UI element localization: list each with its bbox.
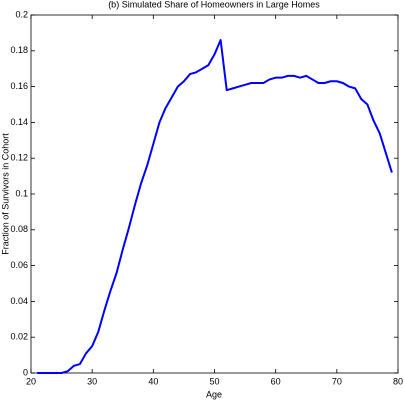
y-tick-label: 0.14 (10, 117, 28, 127)
y-tick-label: 0.1 (15, 188, 28, 198)
y-tick-label: 0 (23, 367, 28, 377)
data-line (37, 39, 393, 374)
x-tick-label: 40 (148, 376, 158, 386)
x-axis-label: Age (206, 389, 222, 399)
y-tick-label: 0.16 (10, 81, 28, 91)
y-tick-label: 0.04 (10, 296, 28, 306)
y-tick-label: 0.08 (10, 224, 28, 234)
y-axis-label: Fraction of Survivors in Cohort (0, 133, 10, 255)
x-tick-label: 20 (26, 376, 36, 386)
y-tick-label: 0.18 (10, 45, 28, 55)
x-tick-label: 70 (332, 376, 342, 386)
y-tick-label: 0.12 (10, 153, 28, 163)
chart-title: (b) Simulated Share of Homeowners in Lar… (108, 0, 320, 9)
y-tick-label: 0.06 (10, 260, 28, 270)
x-tick-label: 30 (87, 376, 97, 386)
plot-frame (30, 14, 399, 374)
y-tick-label: 0.2 (15, 9, 28, 19)
x-tick-label: 50 (209, 376, 219, 386)
x-tick-label: 60 (271, 376, 281, 386)
y-tick-label: 0.02 (10, 332, 28, 342)
x-tick-label: 80 (393, 376, 403, 386)
